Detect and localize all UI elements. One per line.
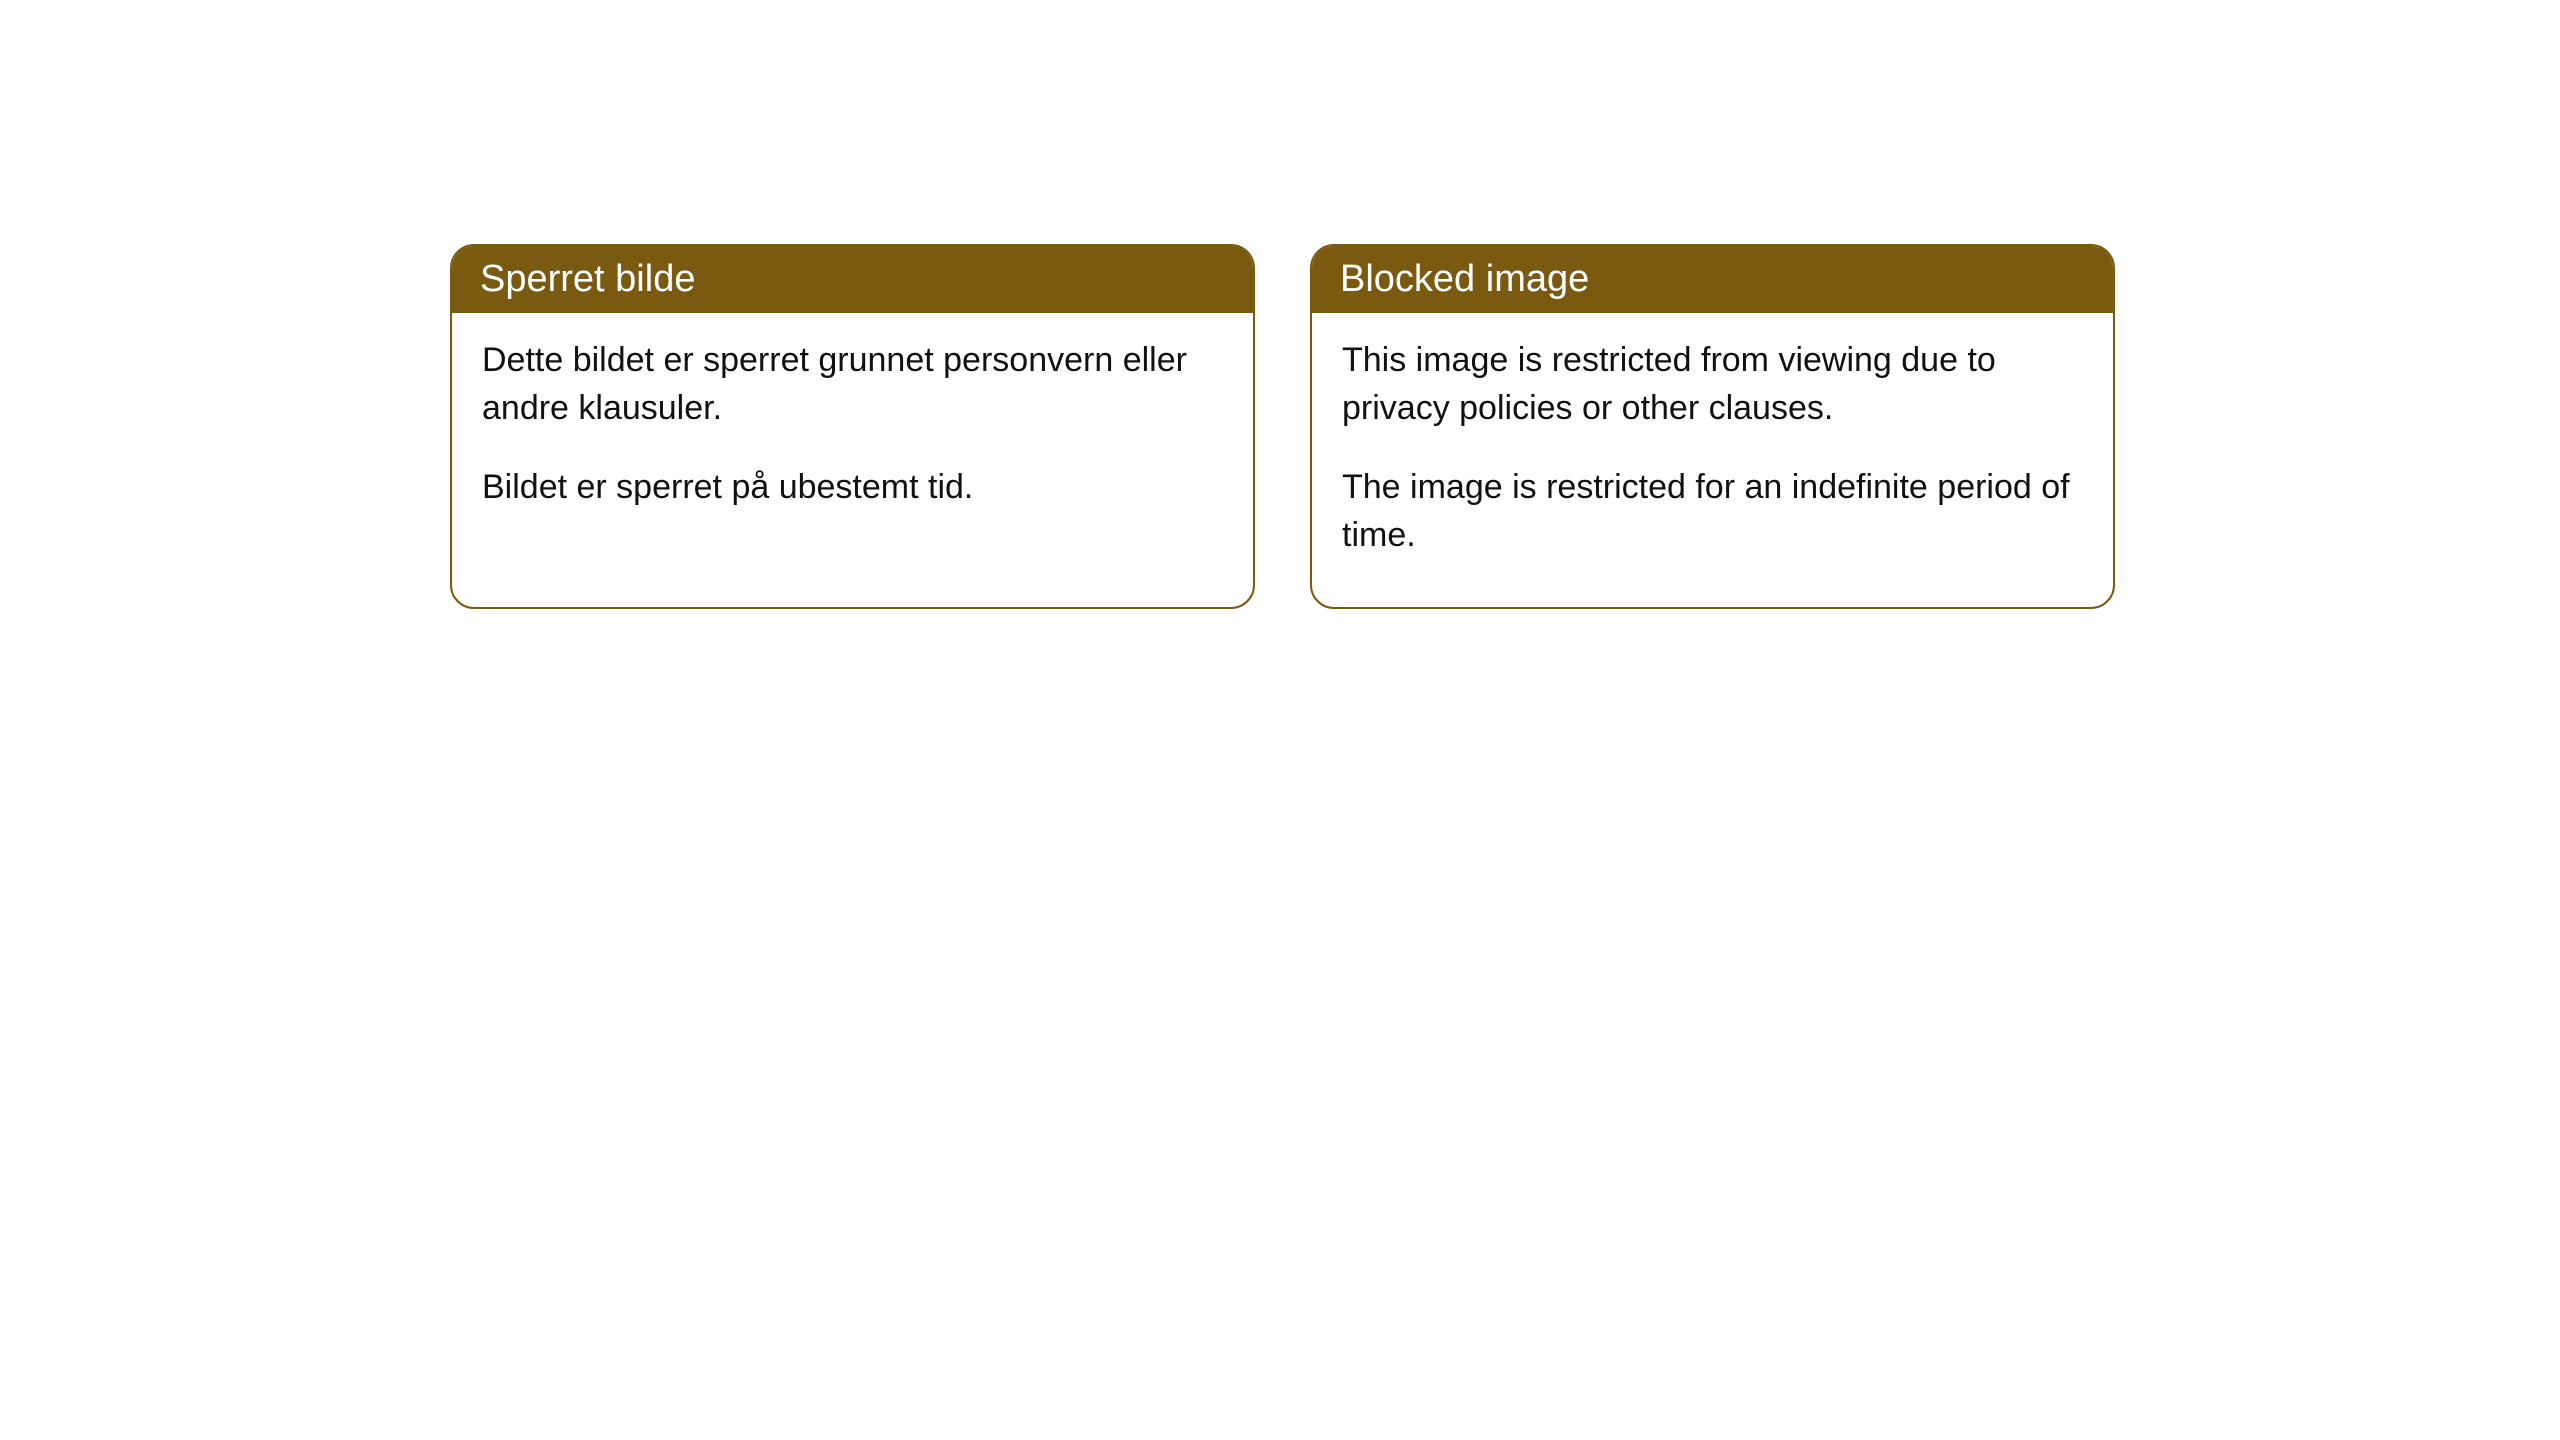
card-title: Sperret bilde xyxy=(480,258,695,300)
card-title: Blocked image xyxy=(1340,258,1589,300)
blocked-image-card-norwegian: Sperret bilde Dette bildet er sperret gr… xyxy=(450,244,1255,609)
card-header: Sperret bilde xyxy=(452,246,1253,313)
notice-cards-container: Sperret bilde Dette bildet er sperret gr… xyxy=(450,244,2115,609)
card-paragraph: This image is restricted from viewing du… xyxy=(1342,337,2083,432)
card-paragraph: Dette bildet er sperret grunnet personve… xyxy=(482,337,1223,432)
blocked-image-card-english: Blocked image This image is restricted f… xyxy=(1310,244,2115,609)
card-body: Dette bildet er sperret grunnet personve… xyxy=(452,313,1253,560)
card-paragraph: The image is restricted for an indefinit… xyxy=(1342,464,2083,559)
card-header: Blocked image xyxy=(1312,246,2113,313)
card-paragraph: Bildet er sperret på ubestemt tid. xyxy=(482,464,1223,512)
card-body: This image is restricted from viewing du… xyxy=(1312,313,2113,607)
